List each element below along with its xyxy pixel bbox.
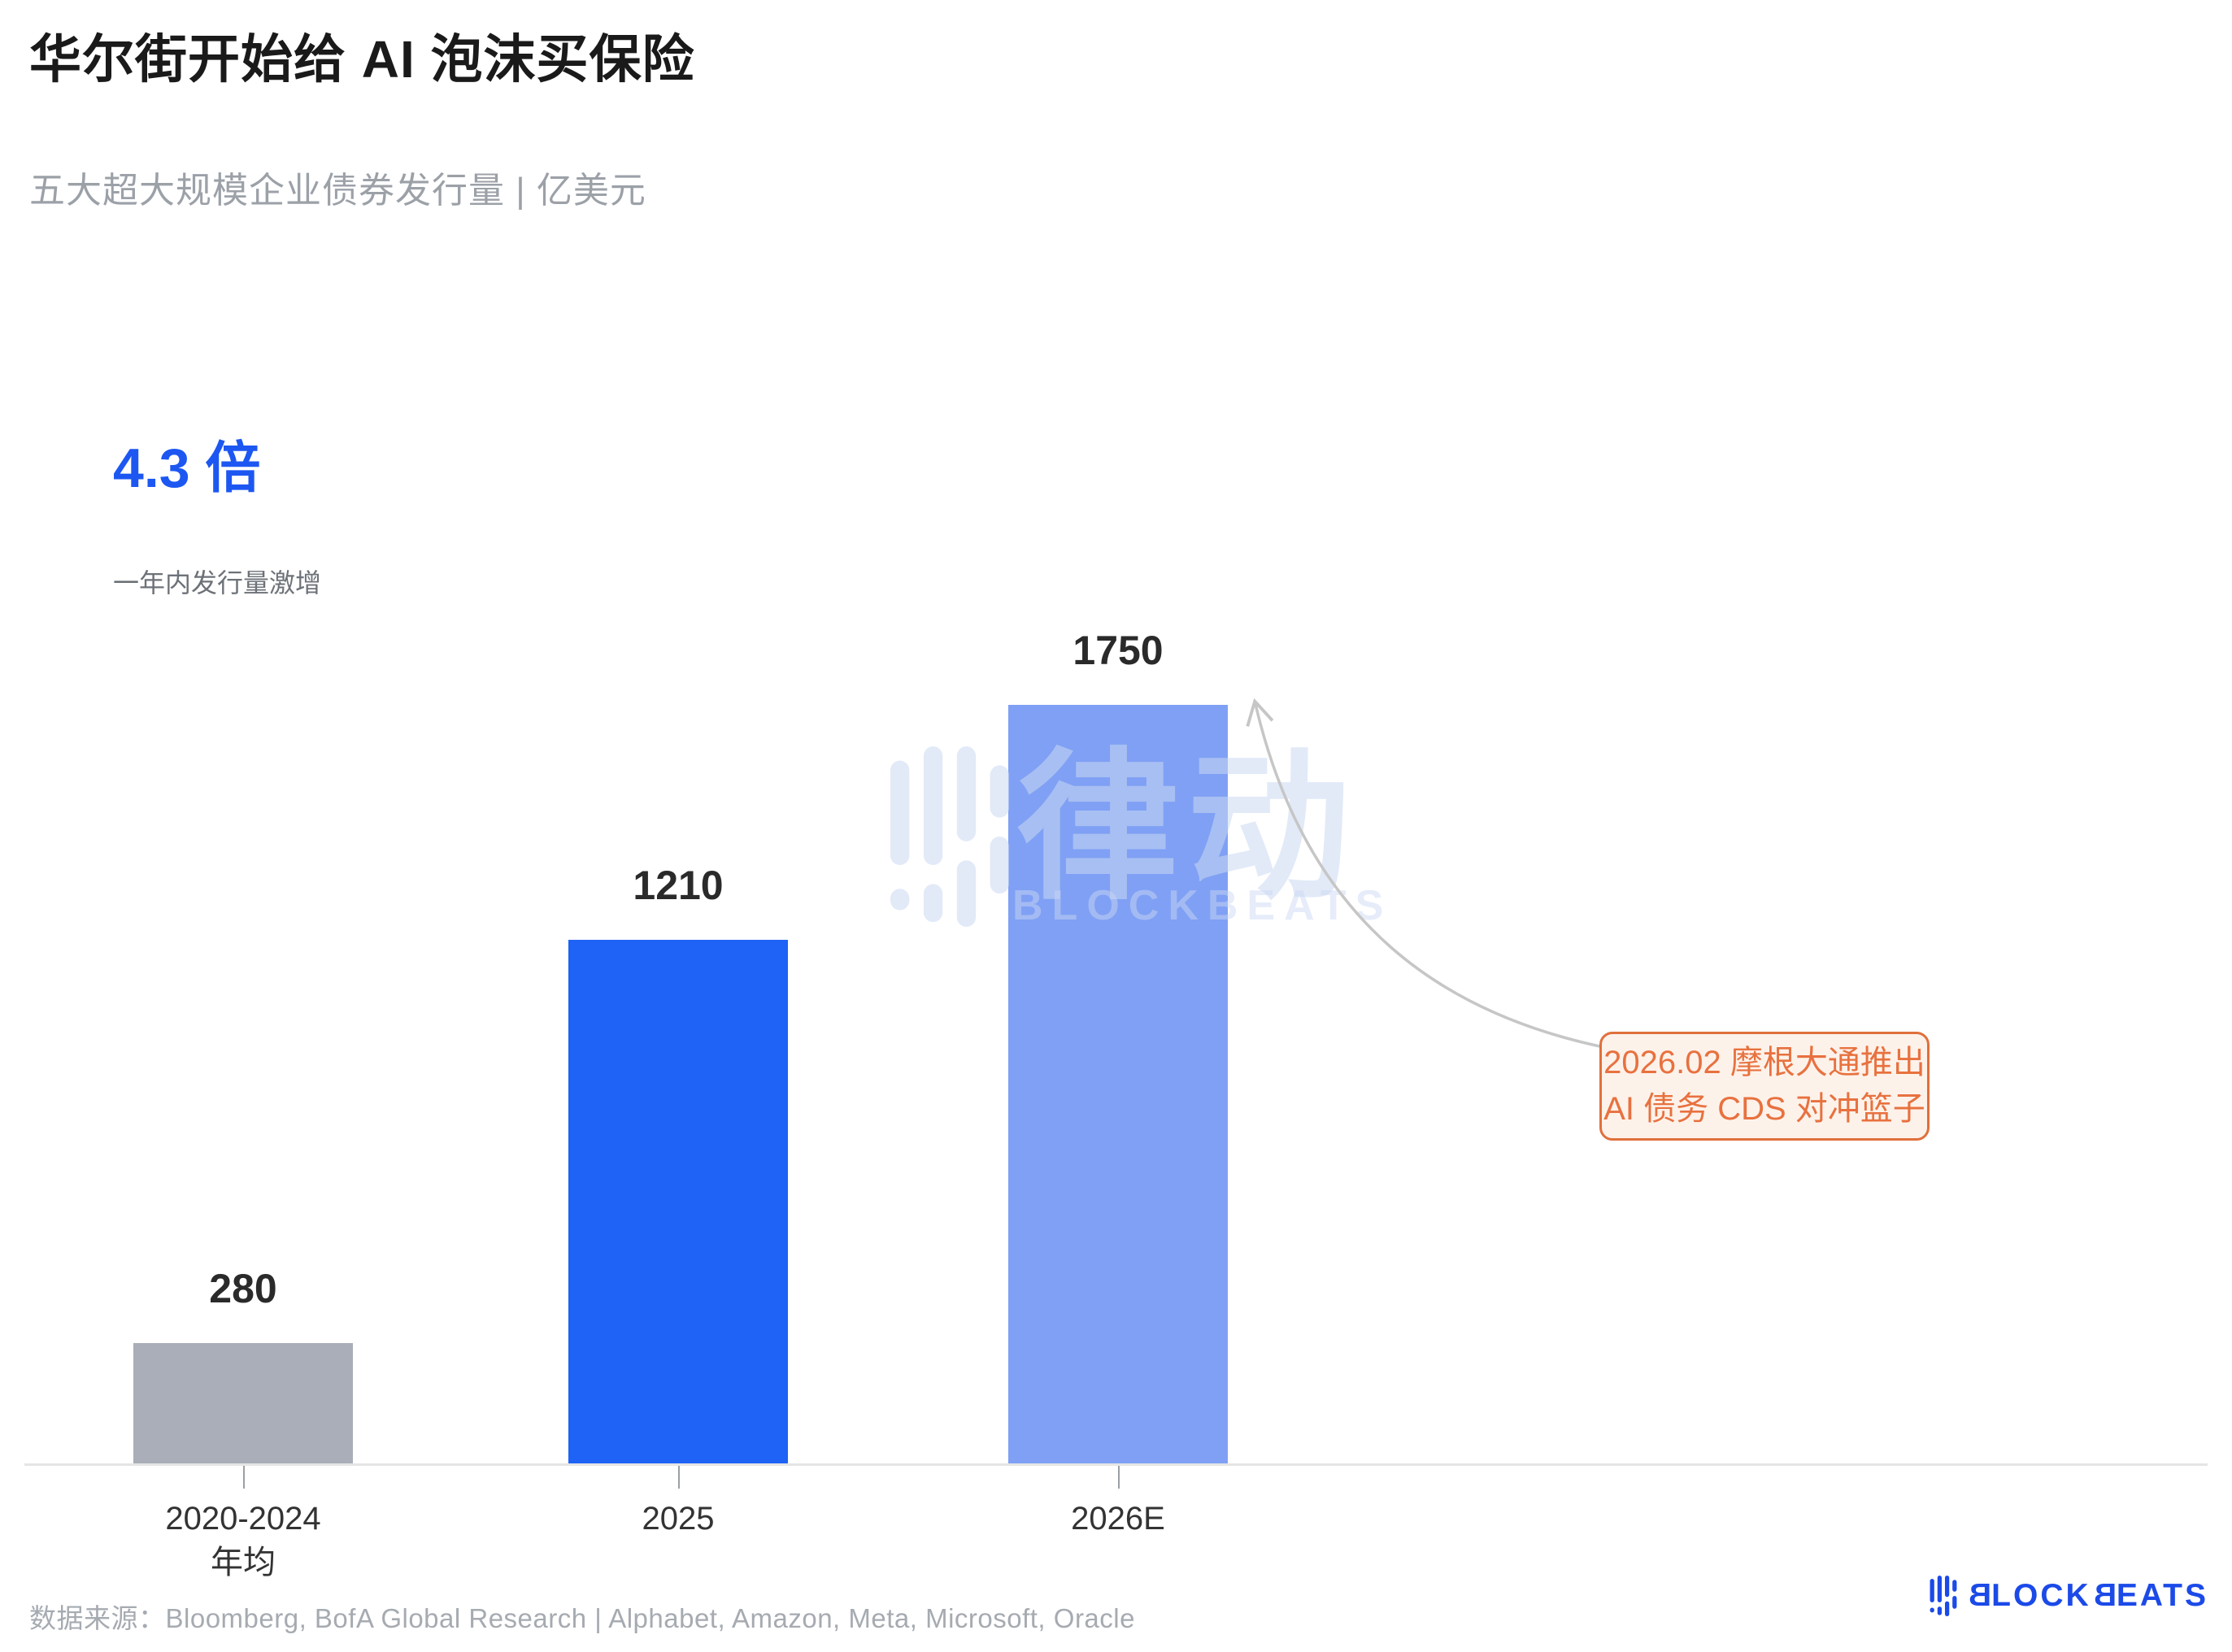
x-tick-label-2025: 2025 [642,1497,715,1541]
x-tick-line: 年均 [210,1545,276,1580]
blockbeats-logo-text: BLOCKBEATS [1966,1578,2208,1613]
x-axis-tick [678,1466,680,1489]
blockbeats-equalizer-icon [890,746,1009,927]
annotation-line: AI 债务 CDS 对冲篮子 [1603,1091,1925,1127]
x-axis-line [24,1463,2208,1466]
bar-2025 [568,940,788,1465]
blockbeats-logo: BLOCKBEATS [1929,1576,2208,1616]
x-axis-tick [1118,1466,1120,1489]
x-tick-label-2020-2024: 2020-2024 年均 [165,1497,320,1585]
bar-value-label: 1750 [1072,628,1164,673]
blockbeats-equalizer-icon [1929,1576,1958,1616]
data-source-note: 数据来源：Bloomberg, BofA Global Research | A… [29,1597,1135,1636]
source-label: 数据来源： [29,1603,166,1633]
highlight-caption: 一年内发行量激增 [113,568,322,598]
x-tick-line: 2020-2024 [165,1501,321,1537]
x-axis-tick [243,1466,245,1489]
x-tick-label-2026e: 2026E [1071,1497,1165,1541]
source-list: Bloomberg, BofA Global Research | Alphab… [165,1603,1135,1633]
bar-2026e [1008,705,1228,1465]
chart-subtitle: 五大超大规模企业债券发行量 | 亿美元 [29,171,646,211]
x-tick-line: 2026E [1071,1501,1165,1537]
bar-value-label: 280 [209,1266,277,1311]
annotation-line: 2026.02 摩根大通推出 [1603,1045,1925,1080]
x-tick-line: 2025 [642,1501,715,1537]
bar-2020-2024-avg [133,1343,353,1465]
highlight-multiple: 4.3 倍 [113,437,261,499]
annotation-callout: 2026.02 摩根大通推出 AI 债务 CDS 对冲篮子 [1599,1032,1930,1141]
bar-value-label: 1210 [633,863,724,908]
page-title: 华尔街开始给 AI 泡沫买保险 [29,30,695,89]
